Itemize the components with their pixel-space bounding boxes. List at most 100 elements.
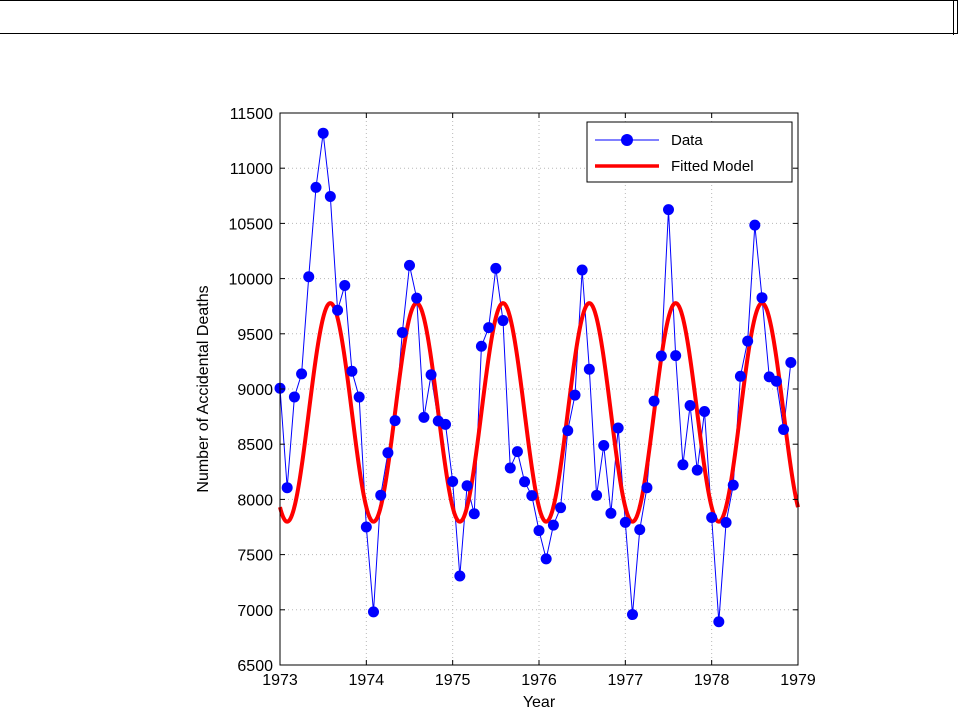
data-point bbox=[332, 304, 344, 316]
data-point bbox=[663, 204, 674, 216]
x-tick-label: 1976 bbox=[521, 672, 557, 689]
y-tick-label: 10000 bbox=[229, 272, 274, 289]
data-point bbox=[785, 357, 797, 368]
data-point bbox=[324, 190, 336, 202]
data-point bbox=[375, 489, 387, 501]
data-point bbox=[317, 127, 329, 139]
data-point bbox=[655, 350, 667, 362]
data-point bbox=[461, 480, 473, 492]
data-point bbox=[619, 516, 631, 528]
data-point bbox=[519, 476, 531, 488]
grid-layer bbox=[280, 113, 798, 665]
y-tick-label: 8500 bbox=[237, 437, 273, 454]
data-point bbox=[756, 292, 768, 304]
legend-model-label: Fitted Model bbox=[671, 158, 754, 175]
data-point bbox=[404, 259, 415, 271]
data-point bbox=[540, 553, 552, 565]
data-point bbox=[483, 322, 495, 334]
x-tick-label: 1978 bbox=[694, 672, 730, 689]
x-tick-label: 1979 bbox=[780, 672, 816, 689]
y-tick-label: 7000 bbox=[237, 603, 273, 620]
x-tick-label: 1973 bbox=[262, 672, 298, 689]
data-point bbox=[713, 616, 725, 628]
data-point bbox=[533, 525, 545, 537]
top-border-tick bbox=[953, 1, 954, 35]
data-point bbox=[511, 446, 523, 458]
tick-layer: 1973 1974 1975 1976 1977 1978 1979 6500 7000 7500… bbox=[229, 106, 816, 689]
data-point bbox=[648, 395, 660, 407]
data-point bbox=[634, 524, 646, 536]
y-axis-label: Number of Accidental Deaths bbox=[195, 285, 212, 492]
data-point bbox=[749, 219, 761, 231]
data-point bbox=[504, 462, 516, 474]
data-point bbox=[598, 440, 610, 452]
x-tick-label: 1975 bbox=[435, 672, 471, 689]
data-point bbox=[605, 507, 617, 519]
data-point bbox=[389, 415, 401, 427]
x-axis-label: Year bbox=[523, 694, 556, 711]
data-point bbox=[583, 363, 595, 375]
data-point bbox=[684, 400, 696, 412]
data-point bbox=[569, 389, 581, 401]
x-tick-label: 1974 bbox=[349, 672, 385, 689]
data-point bbox=[339, 279, 351, 291]
data-point bbox=[475, 340, 487, 352]
data-point bbox=[627, 609, 638, 621]
data-point bbox=[296, 368, 308, 380]
data-point bbox=[440, 418, 451, 430]
data-point bbox=[382, 447, 394, 459]
y-tick-label: 8000 bbox=[237, 492, 273, 509]
data-point bbox=[734, 370, 746, 382]
data-point bbox=[706, 512, 718, 524]
data-point bbox=[447, 476, 459, 488]
data-point bbox=[468, 508, 480, 520]
series-layer bbox=[274, 127, 800, 628]
x-tick-label: 1977 bbox=[608, 672, 644, 689]
data-point bbox=[770, 375, 782, 387]
data-point bbox=[396, 326, 408, 338]
data-point bbox=[303, 271, 315, 283]
y-tick-label: 11500 bbox=[230, 106, 273, 123]
data-point bbox=[360, 521, 372, 533]
data-point bbox=[691, 464, 703, 476]
data-point bbox=[778, 424, 790, 436]
y-tick-label: 7500 bbox=[237, 548, 273, 565]
data-point bbox=[555, 502, 567, 514]
y-tick-label: 11000 bbox=[230, 161, 273, 178]
data-point bbox=[720, 516, 732, 528]
legend-box bbox=[586, 121, 793, 183]
data-point bbox=[742, 335, 754, 347]
data-point bbox=[670, 350, 682, 362]
data-point bbox=[490, 262, 502, 274]
fitted-model-line bbox=[278, 301, 800, 524]
data-point bbox=[727, 479, 739, 491]
legend: Data Fitted Model bbox=[586, 121, 793, 183]
y-tick-label: 6500 bbox=[237, 658, 273, 675]
data-point bbox=[699, 406, 710, 418]
data-point bbox=[576, 264, 588, 276]
data-point bbox=[310, 181, 322, 193]
data-point bbox=[547, 519, 559, 531]
y-tick-label: 10500 bbox=[229, 216, 274, 233]
data-point bbox=[425, 369, 437, 381]
data-point bbox=[497, 315, 509, 327]
data-point bbox=[353, 391, 365, 403]
data-point bbox=[418, 411, 430, 423]
data-point bbox=[288, 391, 300, 403]
data-point bbox=[454, 570, 466, 582]
data-point bbox=[368, 606, 379, 618]
legend-data-marker bbox=[621, 134, 633, 146]
y-tick-label: 9000 bbox=[237, 382, 273, 399]
data-series-line bbox=[279, 133, 792, 622]
data-point bbox=[346, 365, 358, 377]
data-point bbox=[677, 459, 689, 471]
data-point bbox=[641, 482, 653, 494]
data-point bbox=[562, 425, 574, 437]
data-point bbox=[281, 482, 293, 494]
legend-data-label: Data bbox=[671, 132, 703, 149]
data-point bbox=[411, 292, 423, 304]
data-point bbox=[612, 422, 624, 434]
y-tick-label: 9500 bbox=[237, 327, 273, 344]
